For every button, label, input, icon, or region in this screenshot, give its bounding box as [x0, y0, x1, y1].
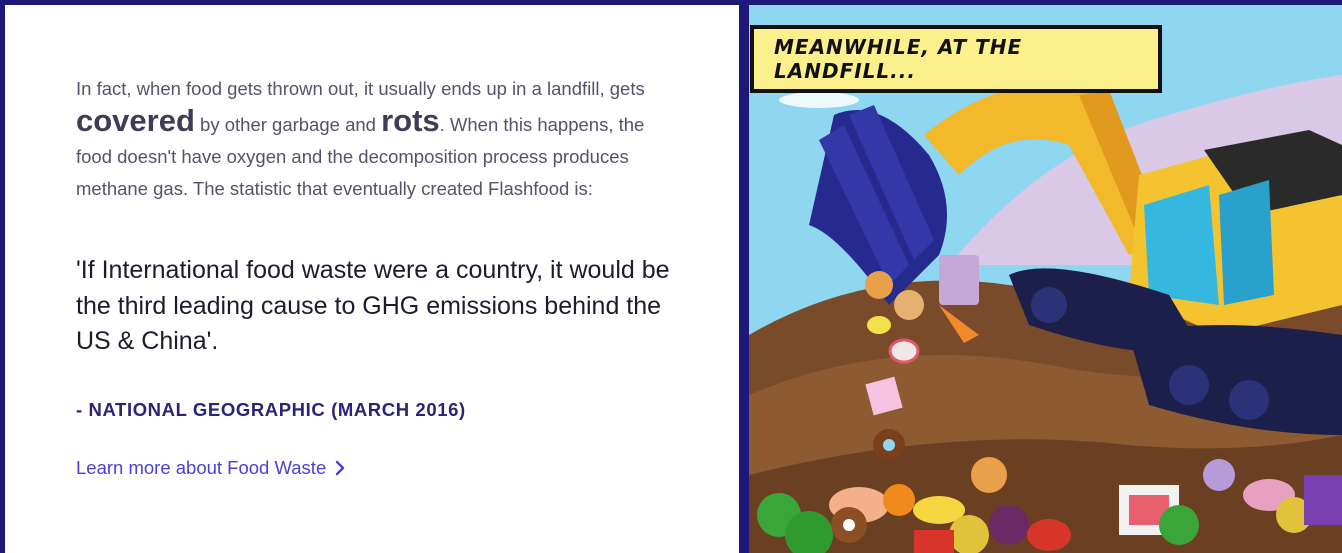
paragraph-text-3: . When this happens, the food doesn't ha…	[76, 114, 645, 199]
learn-more-link[interactable]: Learn more about Food Waste	[76, 457, 346, 479]
paragraph-text-1: In fact, when food gets thrown out, it u…	[76, 78, 645, 99]
caption-text: MEANWHILE, AT THE LANDFILL...	[774, 35, 1023, 83]
paragraph-text-2: by other garbage and	[194, 114, 382, 135]
landfill-illustration: MEANWHILE, AT THE LANDFILL...	[749, 5, 1342, 553]
emphasis-covered: covered	[76, 103, 195, 138]
article-paragraph: In fact, when food gets thrown out, it u…	[76, 73, 676, 205]
learn-more-label: Learn more about Food Waste	[76, 457, 327, 478]
comic-caption: MEANWHILE, AT THE LANDFILL...	[750, 25, 1162, 93]
statistic-quote: 'If International food waste were a coun…	[76, 256, 670, 355]
chevron-right-icon	[336, 460, 345, 476]
quote-source: - NATIONAL GEOGRAPHIC (MARCH 2016)	[76, 399, 466, 420]
emphasis-rots: rots	[381, 103, 440, 138]
article-panel: In fact, when food gets thrown out, it u…	[5, 5, 739, 553]
landfill-scene	[749, 29, 1342, 553]
